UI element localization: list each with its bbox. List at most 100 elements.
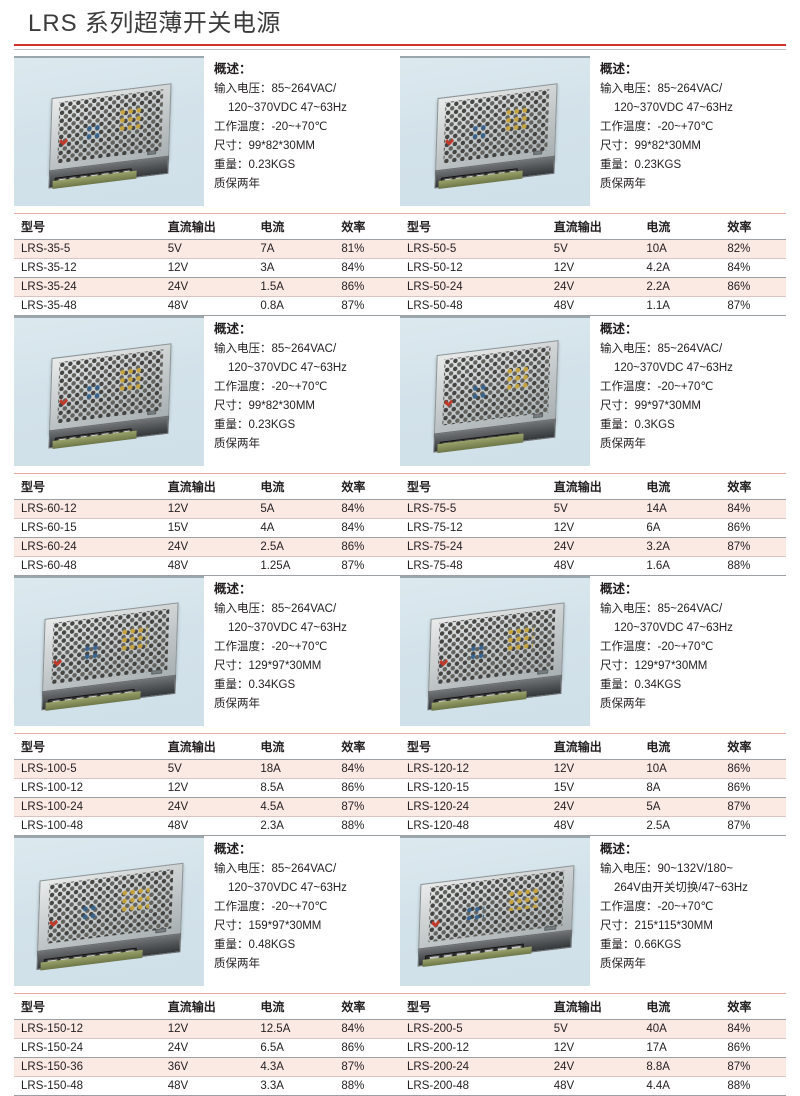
operating-temperature-line: 工作温度：-20~+70℃ (600, 901, 714, 913)
table-header-row: 型号 直流输出 电流 效率 (14, 733, 400, 760)
model-cell: LRS-60-12 (14, 499, 161, 519)
model-cell: LRS-75-24 (400, 537, 547, 557)
overview-heading: 概述： (600, 62, 638, 76)
product-summary: 概述： 输入电压：90~132V/180~ 264V由开关切换/47~63Hz 工作温… (400, 836, 786, 988)
psu-gold-holes (119, 106, 144, 132)
efficiency-cell: 87% (334, 556, 400, 576)
input-voltage-line-cont: 120~370VDC 47~63Hz (614, 102, 733, 114)
dc-output-cell: 48V (546, 556, 640, 576)
efficiency-cell: 86% (334, 778, 400, 798)
table-row: LRS-120-12 12V 10A 86% (400, 759, 786, 779)
table-header-row: 型号 直流输出 电流 效率 (14, 213, 400, 240)
efficiency-cell: 84% (334, 258, 400, 278)
column-header: 效率 (720, 473, 786, 500)
product-grid: 概述： 输入电压：85~264VAC/120~370VDC 47~63Hz 工作温度… (14, 56, 786, 1096)
psu-gold-holes (507, 626, 534, 652)
column-header: 电流 (639, 733, 721, 760)
input-voltage-line-cont: 120~370VDC 47~63Hz (614, 362, 733, 374)
efficiency-cell: 87% (720, 296, 786, 316)
column-header: 型号 (400, 213, 547, 240)
product-summary: 概述： 输入电压：85~264VAC/120~370VDC 47~63Hz 工作温度… (14, 316, 400, 468)
input-voltage-line-cont: 120~370VDC 47~63Hz (228, 362, 347, 374)
table-row: LRS-150-48 48V 3.3A 88% (14, 1076, 400, 1096)
table-row: LRS-50-5 5V 10A 82% (400, 239, 786, 259)
current-cell: 4.5A (253, 797, 335, 817)
efficiency-cell: 86% (334, 1038, 400, 1058)
current-cell: 12.5A (253, 1019, 335, 1039)
dc-output-cell: 24V (546, 1057, 640, 1077)
current-cell: 2.2A (639, 277, 721, 297)
product-photo-lrs-200 (400, 836, 590, 986)
current-cell: 10A (639, 759, 721, 779)
current-cell: 2.5A (639, 816, 721, 836)
psu-side-slot (147, 410, 157, 416)
dc-output-cell: 12V (160, 258, 254, 278)
current-cell: 3A (253, 258, 335, 278)
current-cell: 6A (639, 518, 721, 538)
efficiency-cell: 84% (334, 499, 400, 519)
table-row: LRS-35-48 48V 0.8A 87% (14, 296, 400, 316)
column-header: 直流输出 (546, 213, 640, 240)
table-row: LRS-60-48 48V 1.25A 87% (14, 556, 400, 576)
column-header: 效率 (334, 213, 400, 240)
efficiency-cell: 87% (720, 537, 786, 557)
model-cell: LRS-100-24 (14, 797, 161, 817)
column-header: 直流输出 (160, 993, 254, 1020)
input-voltage-line: 输入电压：85~264VAC/ (214, 603, 337, 615)
current-cell: 40A (639, 1019, 721, 1039)
model-cell: LRS-150-48 (14, 1076, 161, 1096)
psu-blue-holes (465, 905, 485, 921)
model-cell: LRS-200-12 (400, 1038, 547, 1058)
product-description: 概述： 输入电压：85~264VAC/120~370VDC 47~63Hz 工作温度… (590, 576, 786, 714)
column-header: 效率 (334, 473, 400, 500)
table-row: LRS-60-15 15V 4A 84% (14, 518, 400, 538)
current-cell: 5A (639, 797, 721, 817)
table-row: LRS-200-24 24V 8.8A 87% (400, 1057, 786, 1077)
psu-side-slot (533, 150, 543, 156)
warranty-line: 质保两年 (600, 178, 646, 190)
current-cell: 1.1A (639, 296, 721, 316)
model-cell: LRS-60-15 (14, 518, 161, 538)
model-cell: LRS-100-5 (14, 759, 161, 779)
column-header: 直流输出 (160, 213, 254, 240)
overview-heading: 概述： (600, 322, 638, 336)
dimensions-line: 尺寸：159*97*30MM (214, 920, 322, 932)
spec-table: 型号 直流输出 电流 效率 LRS-35-5 5V 7A 81% LRS-35-12 12V 3A 8… (14, 213, 400, 316)
efficiency-cell: 86% (720, 518, 786, 538)
overview-heading: 概述： (600, 842, 638, 856)
table-row: LRS-200-5 5V 40A 84% (400, 1019, 786, 1039)
efficiency-cell: 84% (334, 518, 400, 538)
product-description: 概述： 输入电压：85~264VAC/120~370VDC 47~63Hz 工作温度… (590, 316, 786, 454)
column-header: 型号 (14, 213, 161, 240)
table-row: LRS-50-12 12V 4.2A 84% (400, 258, 786, 278)
dc-output-cell: 5V (546, 499, 640, 519)
column-header: 直流输出 (546, 993, 640, 1020)
table-row: LRS-75-12 12V 6A 86% (400, 518, 786, 538)
column-header: 直流输出 (546, 473, 640, 500)
dc-output-cell: 24V (160, 537, 254, 557)
dc-output-cell: 48V (160, 556, 254, 576)
model-cell: LRS-50-12 (400, 258, 547, 278)
spec-table: 型号 直流输出 电流 效率 LRS-50-5 5V 10A 82% LRS-50-12 12V 4.… (400, 213, 786, 316)
table-row: LRS-120-15 15V 8A 86% (400, 778, 786, 798)
efficiency-cell: 88% (720, 556, 786, 576)
dc-output-cell: 15V (160, 518, 254, 538)
efficiency-cell: 81% (334, 239, 400, 259)
spec-table: 型号 直流输出 电流 效率 LRS-120-12 12V 10A 86% LRS-120-15 1… (400, 733, 786, 836)
model-cell: LRS-60-48 (14, 556, 161, 576)
column-header: 型号 (14, 993, 161, 1020)
column-header: 电流 (639, 213, 721, 240)
input-voltage-line-cont: 120~370VDC 47~63Hz (228, 882, 347, 894)
efficiency-cell: 87% (720, 816, 786, 836)
product-summary: 概述： 输入电压：85~264VAC/120~370VDC 47~63Hz 工作温度… (400, 576, 786, 728)
warranty-line: 质保两年 (600, 958, 646, 970)
model-cell: LRS-120-15 (400, 778, 547, 798)
input-voltage-line-cont: 120~370VDC 47~63Hz (614, 622, 733, 634)
efficiency-cell: 86% (334, 537, 400, 557)
spec-table: 型号 直流输出 电流 效率 LRS-75-5 5V 14A 84% LRS-75-12 12V 6A… (400, 473, 786, 576)
model-cell: LRS-200-48 (400, 1076, 547, 1096)
input-voltage-line: 输入电压：85~264VAC/ (600, 343, 723, 355)
psu-side-slot (537, 669, 549, 675)
model-cell: LRS-120-48 (400, 816, 547, 836)
model-cell: LRS-50-24 (400, 277, 547, 297)
